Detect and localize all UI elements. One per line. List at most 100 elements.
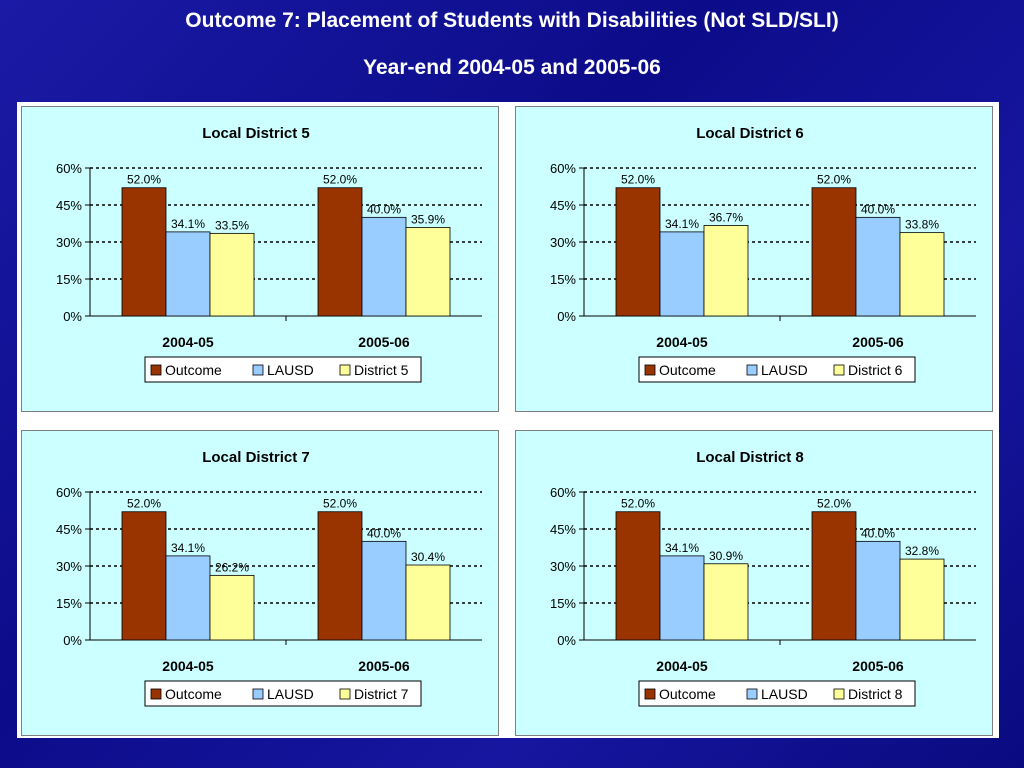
data-label: 34.1% bbox=[171, 217, 205, 231]
data-label: 33.5% bbox=[215, 218, 249, 232]
bar-lausd bbox=[659, 231, 705, 317]
bar-lausd bbox=[165, 231, 211, 317]
bar-lausd bbox=[361, 540, 407, 641]
legend-swatch-outcome bbox=[150, 688, 162, 700]
y-tick-label: 30% bbox=[56, 559, 82, 574]
data-label: 52.0% bbox=[621, 173, 655, 187]
bar-outcome bbox=[811, 187, 857, 317]
category-label: 2005-06 bbox=[358, 334, 410, 350]
data-label: 26.2% bbox=[215, 560, 249, 574]
bar-district bbox=[405, 564, 451, 641]
legend-label-district: District 5 bbox=[354, 362, 409, 378]
legend-box bbox=[638, 356, 916, 383]
chart-panel-district-5: Local District 5 0% 15% 30% 45% 60% 52.0% 34.1%… bbox=[21, 106, 499, 412]
bar-outcome bbox=[811, 511, 857, 641]
y-tick-label: 15% bbox=[56, 596, 82, 611]
legend-swatch-outcome bbox=[644, 364, 656, 376]
bar-chart-district-7: Local District 7 0% 15% 30% 45% 60% 52.0% 34.1%… bbox=[56, 449, 482, 707]
y-tick-label: 60% bbox=[550, 161, 576, 176]
legend-label-outcome: Outcome bbox=[165, 362, 222, 378]
legend-swatch-lausd bbox=[252, 688, 264, 700]
chart-title: Local District 5 bbox=[202, 125, 310, 142]
data-label: 40.0% bbox=[367, 202, 401, 216]
legend-label-lausd: LAUSD bbox=[267, 362, 314, 378]
y-tick-label: 60% bbox=[550, 485, 576, 500]
legend-swatch-district bbox=[833, 364, 845, 376]
slide-subtitle: Year-end 2004-05 and 2005-06 bbox=[363, 56, 661, 79]
legend: Outcome LAUSD District 8 bbox=[638, 680, 916, 707]
bar-outcome bbox=[121, 511, 167, 641]
legend: Outcome LAUSD District 6 bbox=[638, 356, 916, 383]
bar-chart-district-8: Local District 8 0% 15% 30% 45% 60% 52.0% 34.1%… bbox=[550, 449, 976, 707]
legend-label-district: District 6 bbox=[848, 362, 903, 378]
legend-label-district: District 7 bbox=[354, 686, 409, 702]
data-label: 40.0% bbox=[367, 526, 401, 540]
data-label: 36.7% bbox=[709, 210, 743, 224]
legend-label-outcome: Outcome bbox=[659, 362, 716, 378]
y-tick-label: 0% bbox=[557, 309, 576, 324]
bar-lausd bbox=[165, 555, 211, 641]
legend-swatch-lausd bbox=[746, 364, 758, 376]
bar-lausd bbox=[855, 216, 901, 317]
data-label: 52.0% bbox=[817, 173, 851, 187]
legend-label-lausd: LAUSD bbox=[267, 686, 314, 702]
legend-box bbox=[144, 356, 422, 383]
data-label: 52.0% bbox=[127, 497, 161, 511]
y-tick-label: 60% bbox=[56, 485, 82, 500]
bar-lausd bbox=[659, 555, 705, 641]
legend-swatch-district bbox=[833, 688, 845, 700]
data-label: 34.1% bbox=[171, 541, 205, 555]
data-label: 33.8% bbox=[905, 218, 939, 232]
data-label: 34.1% bbox=[665, 541, 699, 555]
y-tick-label: 45% bbox=[550, 522, 576, 537]
bar-district bbox=[703, 225, 749, 317]
bar-lausd bbox=[361, 216, 407, 317]
category-label: 2004-05 bbox=[656, 334, 708, 350]
charts-frame: Local District 5 0% 15% 30% 45% 60% 52.0% 34.1%… bbox=[17, 102, 999, 738]
bar-district bbox=[899, 232, 945, 317]
bar-chart-district-6: Local District 6 0% 15% 30% 45% 60% 52.0% 34.1%… bbox=[550, 125, 976, 383]
chart-title: Local District 8 bbox=[696, 449, 804, 466]
category-label: 2004-05 bbox=[162, 658, 214, 674]
data-label: 40.0% bbox=[861, 526, 895, 540]
legend-label-lausd: LAUSD bbox=[761, 362, 808, 378]
y-tick-label: 45% bbox=[56, 198, 82, 213]
y-tick-label: 45% bbox=[550, 198, 576, 213]
legend-box bbox=[638, 680, 916, 707]
bar-district bbox=[405, 227, 451, 317]
data-label: 40.0% bbox=[861, 202, 895, 216]
data-label: 52.0% bbox=[323, 497, 357, 511]
chart-panel-district-7: Local District 7 0% 15% 30% 45% 60% 52.0% 34.1%… bbox=[21, 430, 499, 736]
data-label: 32.8% bbox=[905, 544, 939, 558]
data-label: 30.4% bbox=[411, 550, 445, 564]
bar-district bbox=[209, 574, 255, 641]
y-tick-label: 0% bbox=[557, 633, 576, 648]
bar-district bbox=[899, 558, 945, 641]
data-label: 52.0% bbox=[323, 173, 357, 187]
y-tick-label: 60% bbox=[56, 161, 82, 176]
legend-box bbox=[144, 680, 422, 707]
legend-swatch-lausd bbox=[746, 688, 758, 700]
y-tick-label: 30% bbox=[550, 559, 576, 574]
legend-label-outcome: Outcome bbox=[659, 686, 716, 702]
legend-swatch-district bbox=[339, 688, 351, 700]
chart-panel-district-8: Local District 8 0% 15% 30% 45% 60% 52.0% 34.1%… bbox=[515, 430, 993, 736]
data-label: 52.0% bbox=[621, 497, 655, 511]
legend-swatch-outcome bbox=[644, 688, 656, 700]
legend-label-district: District 8 bbox=[848, 686, 903, 702]
chart-title: Local District 7 bbox=[202, 449, 310, 466]
bar-outcome bbox=[615, 511, 661, 641]
bar-outcome bbox=[121, 187, 167, 317]
legend: Outcome LAUSD District 5 bbox=[144, 356, 422, 383]
bar-district bbox=[209, 232, 255, 317]
data-label: 52.0% bbox=[127, 173, 161, 187]
bar-lausd bbox=[855, 540, 901, 641]
y-tick-label: 30% bbox=[550, 235, 576, 250]
data-label: 35.9% bbox=[411, 212, 445, 226]
bar-chart-district-5: Local District 5 0% 15% 30% 45% 60% 52.0% 34.1%… bbox=[56, 125, 482, 383]
bar-outcome bbox=[317, 187, 363, 317]
legend-swatch-outcome bbox=[150, 364, 162, 376]
y-tick-label: 45% bbox=[56, 522, 82, 537]
y-tick-label: 15% bbox=[550, 596, 576, 611]
data-label: 30.9% bbox=[709, 549, 743, 563]
